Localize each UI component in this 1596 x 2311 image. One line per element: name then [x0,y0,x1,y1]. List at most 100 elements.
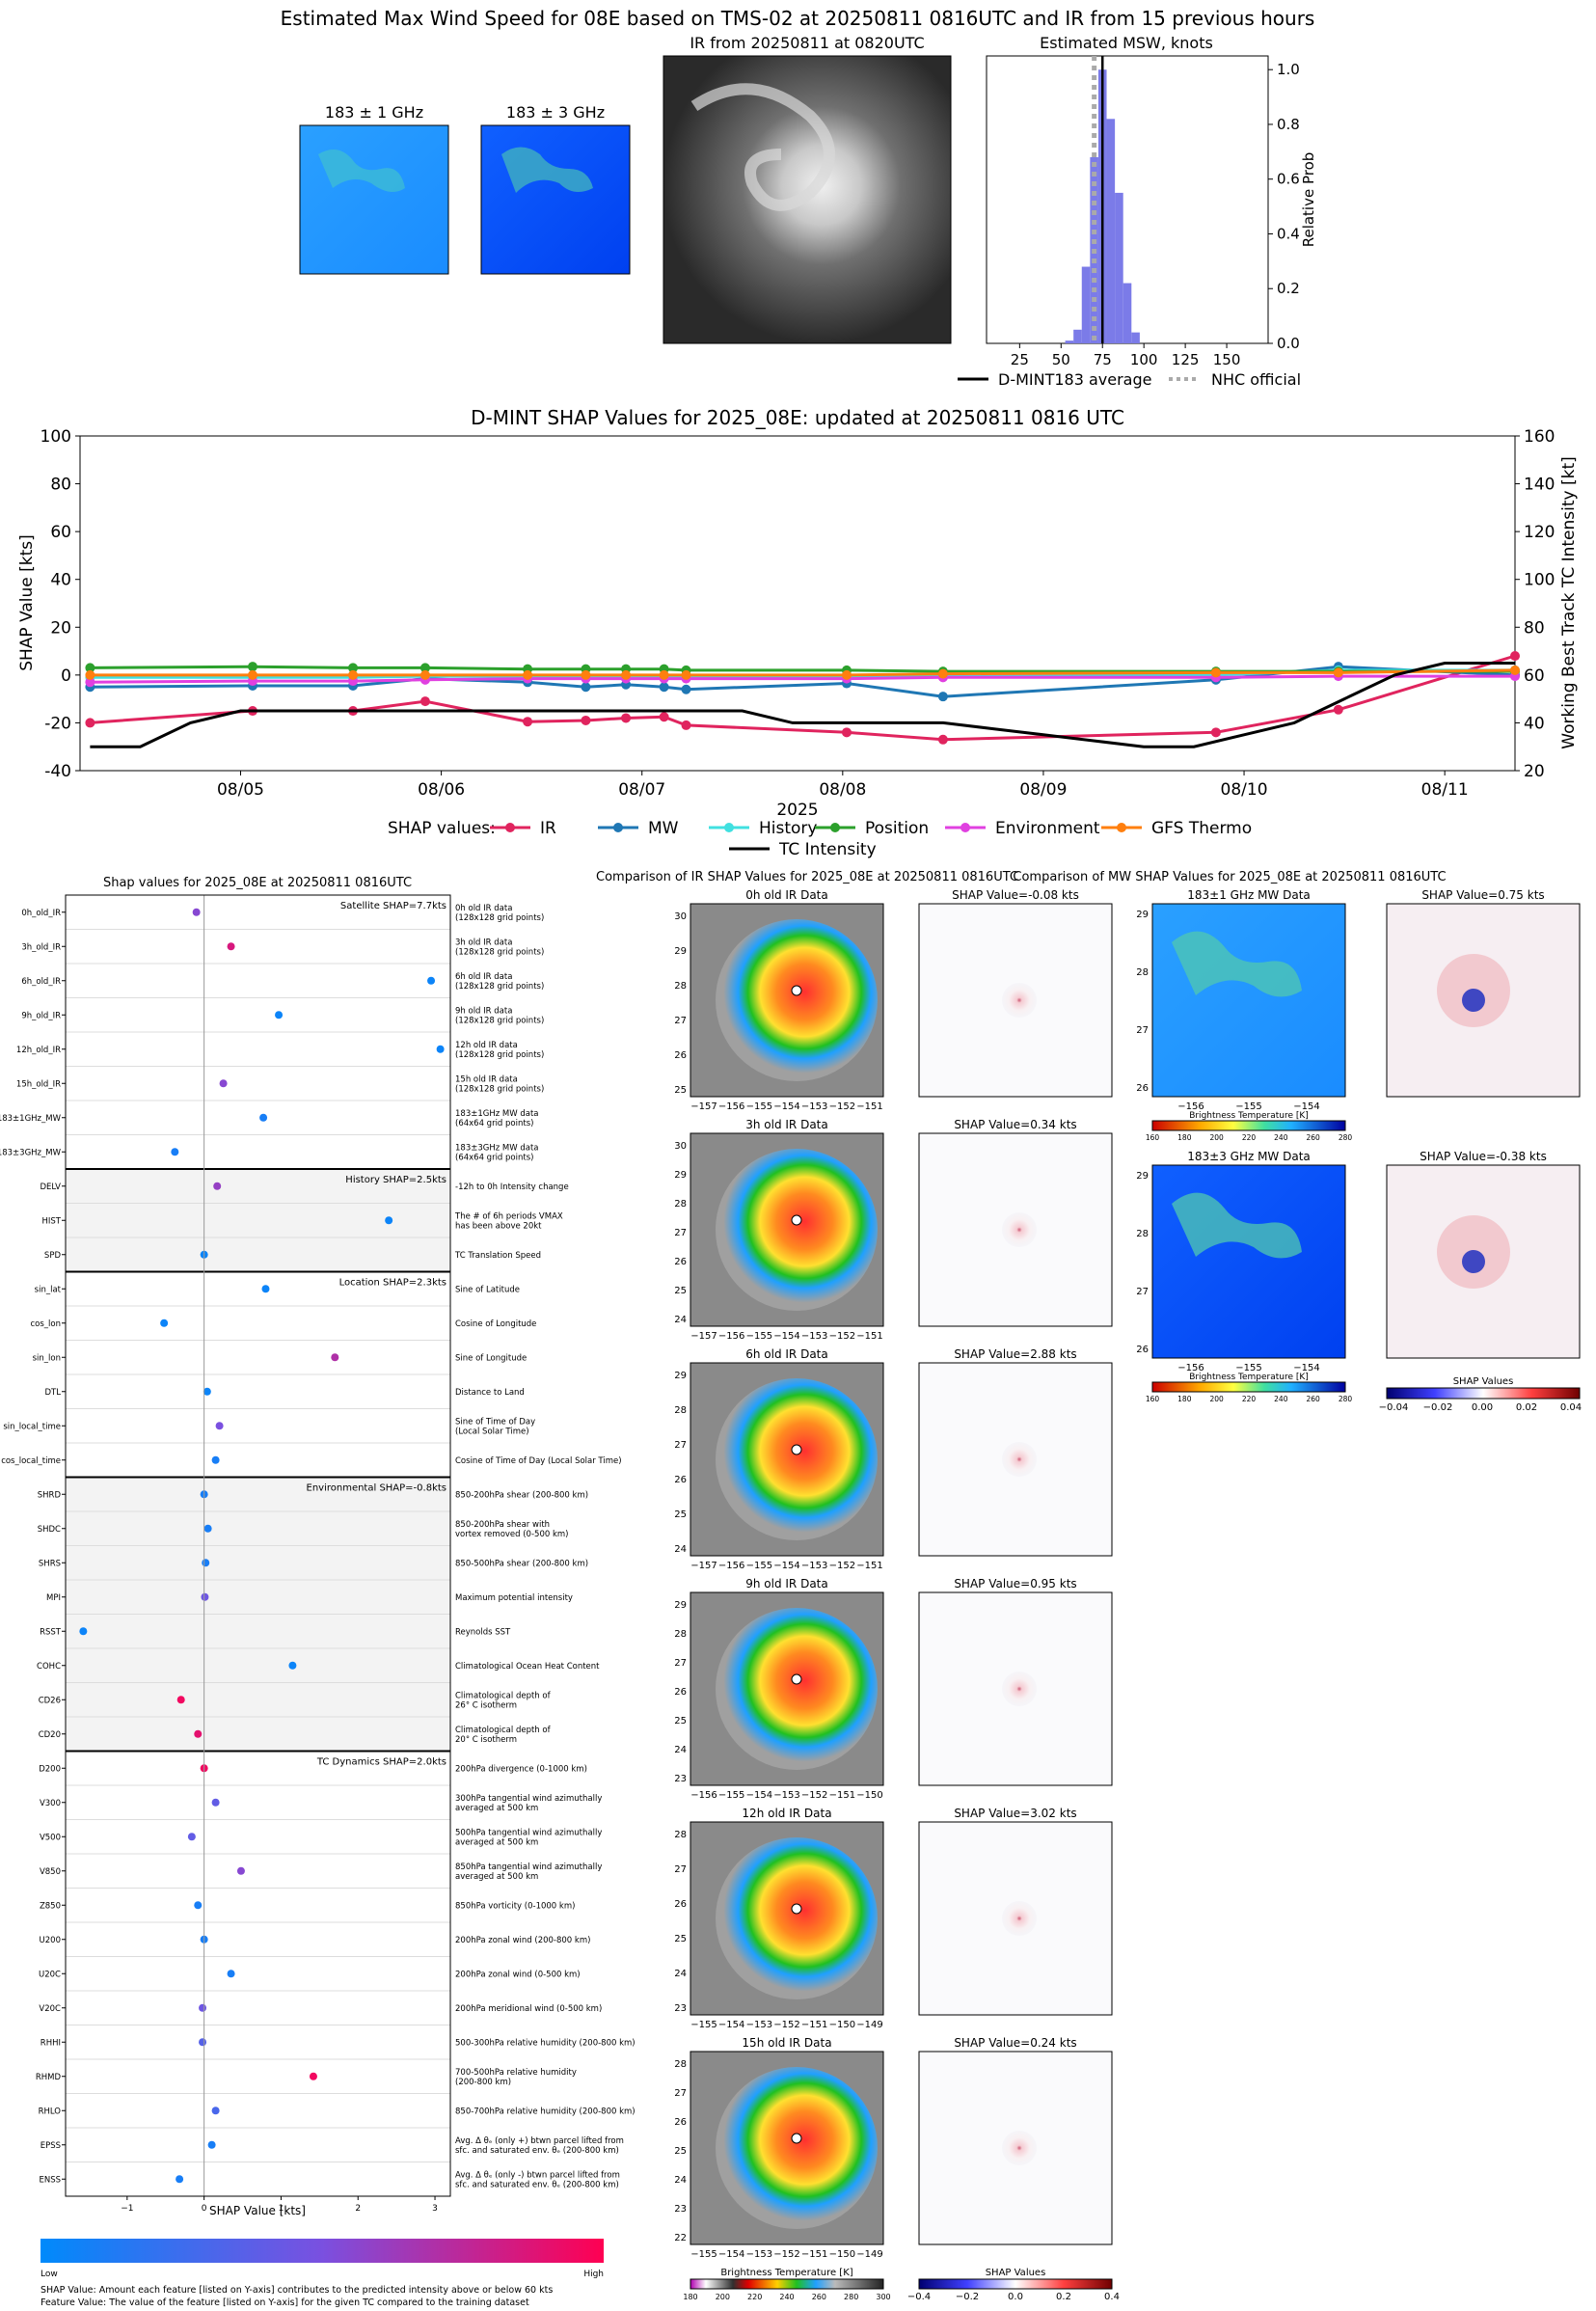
mw-shap-title: SHAP Value=-0.38 kts [1420,1150,1547,1163]
ir-ytick-label: 26 [674,1475,687,1485]
feature-name: D200 [39,1764,61,1774]
feature-description: 200hPa divergence (0-1000 km) [455,1764,587,1774]
series-point-ir [581,715,591,725]
series-point-mw [681,684,691,694]
histogram-xtick-label: 25 [1011,351,1029,368]
series-point-ir [841,727,852,738]
timeseries-ytick-label: 20 [50,618,71,638]
histogram-legend: D-MINT183 average NHC official [958,370,1301,389]
ir-shap-title: SHAP Value=-0.08 kts [952,888,1079,902]
series-point-ir [85,718,95,728]
histogram-xtick-label: 150 [1213,351,1241,368]
feature-shap-point [176,1696,185,1704]
ir-ytick-label: 25 [674,1286,687,1296]
ir-xtick-label: −152 [801,1790,827,1801]
feature-name: V500 [40,1833,61,1842]
feature-description: vortex removed (0-500 km) [455,1530,568,1539]
mw-shap-colorbar [1386,1387,1581,1400]
feature-shap-point [207,2140,216,2149]
shap-timeseries-chart: D-MINT SHAP Values for 2025_08E: updated… [17,406,1579,859]
feature-shap-point [199,2038,207,2047]
series-point-ir [1333,704,1343,715]
mw-bt-colorbar-label: Brightness Temperature [K] [1189,1373,1309,1382]
series-point-ir [659,712,669,722]
timeseries-ytick-label: 80 [50,476,71,495]
series-point-gfs-thermo [1333,667,1343,678]
ir-xtick-label: −152 [829,1331,855,1342]
feature-description: 200hPa meridional wind (0-500 km) [455,2004,602,2014]
feature-description: 850-700hPa relative humidity (200-800 km… [455,2107,636,2116]
feature-group-label: History SHAP=2.5kts [345,1175,446,1185]
feature-shap-point [213,1182,222,1190]
series-point-ir [419,696,430,707]
mw-data-title: 183±1 GHz MW Data [1187,888,1311,902]
feature-name: cos_local_time [1,1456,61,1466]
mw-bt-tick: 280 [1339,1133,1353,1142]
mw-183-3-feature [501,147,593,193]
feature-name: 12h_old_IR [16,1046,61,1055]
ir-xtick-label: −155 [746,1561,772,1571]
mw-shap-tick: 0.00 [1472,1402,1493,1413]
feature-description: 0h old IR data [455,904,512,913]
feature-name: 9h_old_IR [21,1011,61,1020]
ir-xtick-label: −155 [690,2249,717,2260]
feature-name: RHHI [41,2038,61,2048]
ir-shap-hotspot [1002,983,1037,1018]
feature-description: (64x64 grid points) [455,1119,533,1128]
ir-shap-comparison: Comparison of IR SHAP Values for 2025_08… [596,870,1120,2302]
timeseries-ytick-label: 40 [50,571,71,590]
mw-shap-tick: 0.04 [1560,1402,1582,1413]
mw-183-1-feature [318,150,405,192]
timeseries-y2tick-label: 100 [1524,571,1555,590]
ir-xtick-label: −155 [690,2020,717,2030]
series-point-position [85,663,95,673]
mw-shap-colorbar-label: SHAP Values [1453,1376,1514,1387]
feature-description: 200hPa zonal wind (0-500 km) [455,1970,581,1979]
series-point-gfs-thermo [348,669,359,680]
series-point-ir [681,720,691,730]
timeseries-y2tick-label: 60 [1524,666,1545,686]
mw-xtick-label: −155 [1235,1101,1261,1112]
feature-name: U200 [40,1936,61,1945]
mw-shap-negative-core [1462,1250,1485,1273]
feature-description: 9h old IR data [455,1006,512,1016]
ir-xtick-label: −151 [829,1790,855,1801]
timeseries-frame [79,435,1516,772]
ir-bt-tick: 300 [876,2293,890,2301]
feature-description: 500-300hPa relative humidity (200-800 km… [455,2038,636,2048]
ir-ytick-label: 23 [674,2003,687,2014]
timeseries-ytick-label: -20 [44,714,71,733]
feature-description: (128x128 grid points) [455,982,544,992]
ir-storm-eye [791,1673,802,1685]
feature-description: Climatological Ocean Heat Content [455,1662,600,1672]
mw-ytick-label: 28 [1136,1229,1149,1239]
ir-xtick-label: −152 [829,1561,855,1571]
mw-data-image [1151,903,1346,1098]
feature-shap-point [203,1524,212,1533]
timeseries-y2tick-label: 120 [1524,523,1555,542]
feature-description: 3h old IR data [455,938,512,947]
ir-ytick-label: 24 [674,1315,687,1325]
panel-ir-title: IR from 20250811 at 0820UTC [690,34,924,52]
ir-storm-field [716,919,878,1081]
legend-label: TC Intensity [778,840,877,859]
ir-xtick-label: −149 [856,2249,882,2260]
histogram-ytick-label: 0.8 [1277,116,1300,133]
feature-name: SHDC [38,1525,61,1535]
feature-description: 850hPa tangential wind azimuthally [455,1862,602,1872]
mw-bt-tick: 240 [1274,1395,1288,1403]
ir-storm-field [716,1837,878,1999]
feature-description: Distance to Land [455,1388,525,1398]
ir-storm-eye [791,1903,802,1915]
ir-ytick-label: 29 [674,1600,687,1611]
feature-description: (200-800 km) [455,2078,511,2087]
legend-label: Environment [995,819,1100,838]
mw-ytick-label: 29 [1136,1171,1149,1182]
feature-description: 850hPa vorticity (0-1000 km) [455,1901,575,1911]
feature-shap-point [227,1970,235,1978]
feature-shap-point [187,1833,196,1841]
footnote: SHAP Value: Amount each feature [listed … [41,2285,553,2296]
series-point-gfs-thermo [85,669,95,680]
mw-xtick-label: −156 [1177,1101,1204,1112]
feature-value-colorbar [41,2239,604,2263]
